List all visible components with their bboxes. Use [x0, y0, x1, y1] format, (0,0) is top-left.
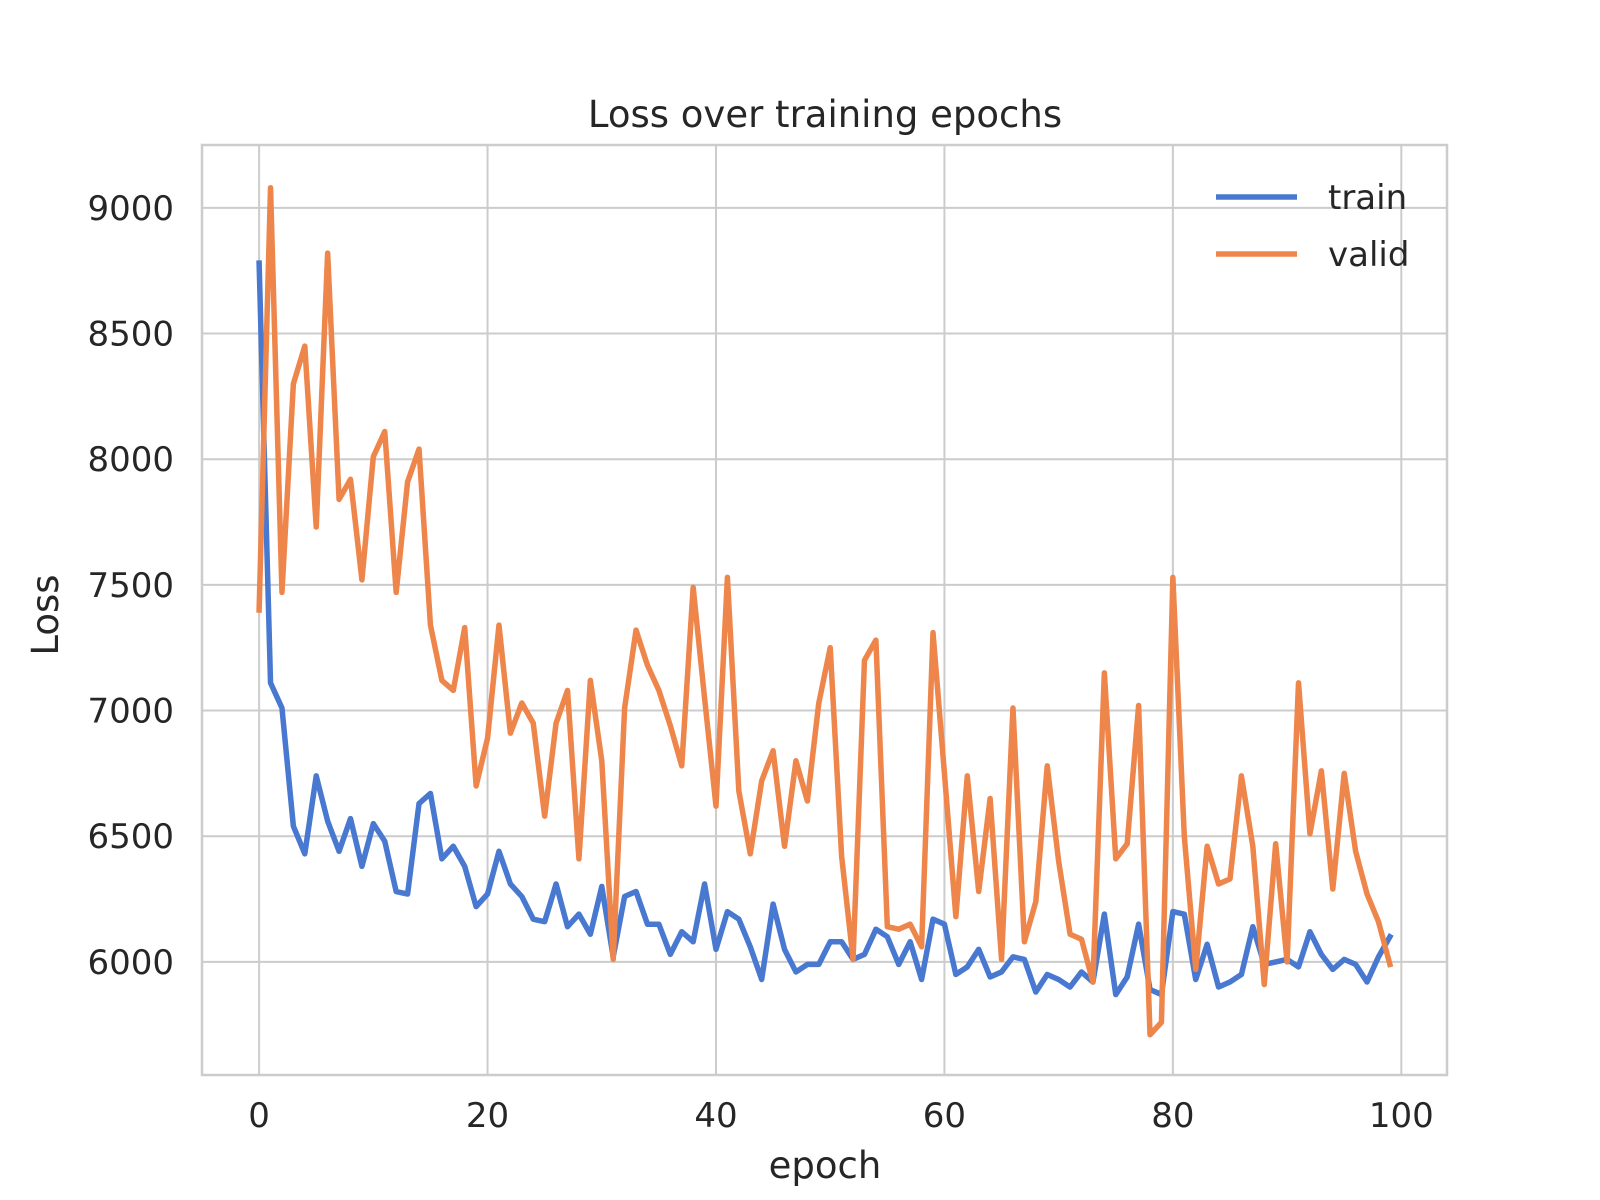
x-tick-label: 0	[248, 1096, 270, 1136]
x-tick-label: 40	[694, 1096, 737, 1136]
y-axis-title: Loss	[24, 574, 67, 655]
x-tick-label: 80	[1151, 1096, 1194, 1136]
series-lines	[256, 184, 1394, 1038]
legend-label-valid: valid	[1328, 235, 1409, 275]
y-tick-label: 7000	[87, 692, 174, 732]
series-valid	[256, 184, 1394, 1038]
y-tick-label: 8000	[87, 440, 174, 480]
series-line-valid	[256, 184, 1394, 1038]
x-tick-labels: 0 20 40 60 80 100	[248, 1096, 1433, 1136]
legend-label-train: train	[1328, 178, 1407, 218]
x-tick-label: 20	[466, 1096, 509, 1136]
y-tick-label: 6000	[87, 943, 174, 983]
x-tick-label: 100	[1369, 1096, 1434, 1136]
y-tick-label: 7500	[87, 566, 174, 606]
y-tick-label: 8500	[87, 315, 174, 355]
x-tick-label: 60	[923, 1096, 966, 1136]
x-axis-title: epoch	[769, 1144, 882, 1187]
series-line-train	[256, 260, 1394, 998]
legend: train valid	[1216, 178, 1409, 275]
y-tick-label: 9000	[87, 189, 174, 229]
series-train	[256, 260, 1394, 998]
y-tick-label: 6500	[87, 817, 174, 857]
plot-frame	[200, 143, 1449, 1077]
chart-title: Loss over training epochs	[588, 93, 1062, 136]
y-gridlines	[202, 206, 1447, 963]
y-tick-labels: 6000 6500 7000 7500 8000 8500 9000	[87, 189, 174, 983]
